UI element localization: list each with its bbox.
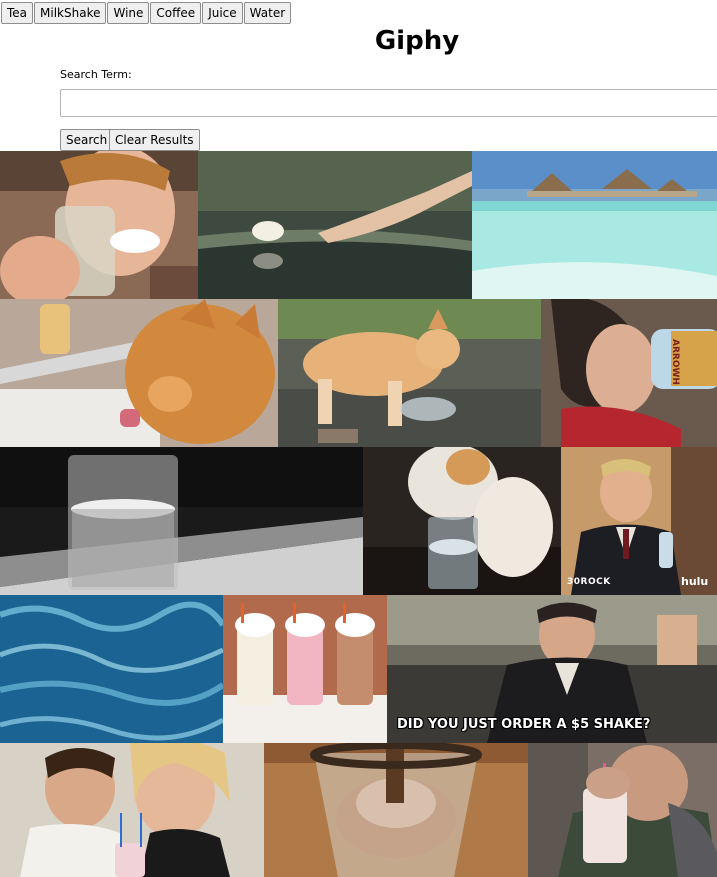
gif-image [0,447,363,595]
gif-cat-drinking-from-glass[interactable] [363,447,561,595]
gif-image [198,151,472,299]
topic-button-tea[interactable]: Tea [1,2,34,24]
gif-image [0,743,264,877]
topic-button-wine[interactable]: Wine [107,2,150,24]
network-watermark-30rock: 30ROCK [567,577,611,587]
topic-button-milkshake[interactable]: MilkShake [34,2,107,24]
gif-image [363,447,561,595]
page-title: Giphy [374,26,460,56]
topic-button-bar: Tea MilkShake Wine Coffee Juice Water [1,2,292,24]
gif-glass-of-water-bw[interactable] [0,447,363,595]
gif-image [223,595,387,743]
gif-tropical-overwater-bungalows[interactable] [472,151,717,299]
gif-caption-five-dollar-shake: DID YOU JUST ORDER A $5 SHAKE? [397,717,651,732]
topic-button-juice[interactable]: Juice [202,2,243,24]
search-button[interactable]: Search [60,129,114,151]
gif-image [472,151,717,299]
search-label: Search Term: [60,68,132,81]
gif-image [561,447,717,595]
topic-button-coffee[interactable]: Coffee [150,2,202,24]
gif-image [278,299,541,447]
gif-image [528,743,717,877]
gif-man-holding-water-bottle[interactable]: 30ROCK hulu [561,447,717,595]
results-grid: ARROWH [0,151,717,877]
gif-hand-touching-water-lily[interactable] [198,151,472,299]
gif-five-dollar-shake[interactable]: DID YOU JUST ORDER A $5 SHAKE? [387,595,717,743]
gif-corgi-splashing-water[interactable] [278,299,541,447]
clear-results-button[interactable]: Clear Results [109,129,200,151]
bottle-label-text: ARROWH [670,339,680,385]
network-watermark-hulu: hulu [681,575,709,588]
gif-image [541,299,717,447]
gif-couple-sharing-milkshake[interactable] [0,743,264,877]
gif-woman-drinking-water-bottle[interactable]: ARROWH [541,299,717,447]
gif-pool-water-ripples[interactable] [0,595,223,743]
search-input[interactable] [60,89,717,117]
gif-cat-drinking-from-faucet[interactable] [0,299,278,447]
gif-milkshake-pour[interactable] [264,743,528,877]
gif-image [387,595,717,743]
topic-button-water[interactable]: Water [243,2,292,24]
gif-image [0,299,278,447]
gif-man-drinking-milkshake[interactable] [528,743,717,877]
gif-image [264,743,528,877]
gif-image [0,151,198,299]
gif-three-milkshakes[interactable] [223,595,387,743]
gif-man-drinking-glass[interactable] [0,151,198,299]
gif-image [0,595,223,743]
